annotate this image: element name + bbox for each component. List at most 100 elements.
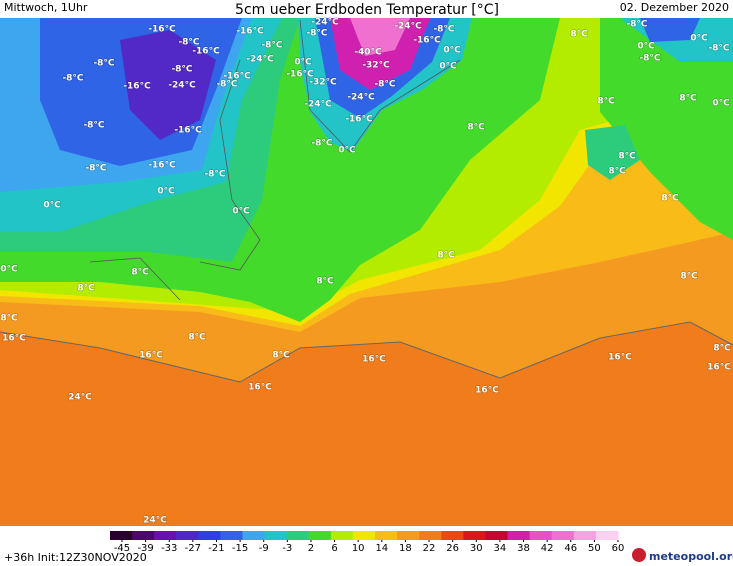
colorbar-swatch xyxy=(529,531,553,540)
map-label: 16°C xyxy=(2,334,26,344)
colorbar-tick-label: 6 xyxy=(331,543,337,554)
map-label: 16°C xyxy=(608,353,632,363)
map-label: 8°C xyxy=(188,333,206,343)
map-label: -32°C xyxy=(362,61,390,71)
map-label: -8°C xyxy=(306,29,327,39)
colorbar-swatch xyxy=(132,531,155,540)
map-label: 8°C xyxy=(570,30,588,40)
colorbar-swatch xyxy=(485,531,509,540)
map-label: 0°C xyxy=(157,187,175,197)
colorbar-swatch xyxy=(441,531,464,540)
map-label: 0°C xyxy=(0,265,18,275)
map-label: -16°C xyxy=(148,25,176,35)
colorbar-tick-label: -3 xyxy=(282,543,292,554)
map-label: -24°C xyxy=(394,22,422,32)
colorbar-tick-label: -45 xyxy=(114,543,130,554)
map-label: -8°C xyxy=(178,38,199,48)
colorbar-swatch xyxy=(286,531,310,540)
colorbar-swatch xyxy=(397,531,420,540)
map-label: -8°C xyxy=(62,74,83,84)
header-title: 5cm ueber Erdboden Temperatur [°C] xyxy=(235,2,499,18)
map-label: 8°C xyxy=(131,268,149,278)
colorbar-tick-label: -39 xyxy=(137,543,153,554)
colorbar-tick-label: 34 xyxy=(494,543,507,554)
colorbar-swatch xyxy=(110,531,133,540)
colorbar-tick-label: 14 xyxy=(375,543,388,554)
map-label: 8°C xyxy=(272,351,290,361)
map-label: 16°C xyxy=(362,355,386,365)
header-right: 02. Dezember 2020 xyxy=(620,1,729,14)
map-label: -8°C xyxy=(639,54,660,64)
colorbar-swatch xyxy=(220,531,244,540)
map-label: 8°C xyxy=(680,272,698,282)
map-label: 16°C xyxy=(139,351,163,361)
map-label: 8°C xyxy=(679,94,697,104)
colorbar-swatch xyxy=(154,531,177,540)
map-label: 0°C xyxy=(294,58,312,68)
map-label: -8°C xyxy=(626,20,647,30)
colorbar-tick-label: -33 xyxy=(161,543,177,554)
map-label: 8°C xyxy=(608,167,626,177)
map-label: 16°C xyxy=(707,363,731,373)
map-label: 8°C xyxy=(618,152,636,162)
colorbar-tick-label: 46 xyxy=(564,543,577,554)
colorbar-swatch xyxy=(352,531,376,540)
map-label: 0°C xyxy=(232,207,250,217)
colorbar-tick-label: 38 xyxy=(517,543,530,554)
map-label: -16°C xyxy=(345,115,373,125)
map-label: -8°C xyxy=(708,44,729,54)
map-label: 8°C xyxy=(77,284,95,294)
map-label: -16°C xyxy=(192,47,220,57)
map-label: -24°C xyxy=(347,93,375,103)
colorbar-tick-label: 2 xyxy=(308,543,314,554)
colorbar-swatch xyxy=(242,531,266,540)
colorbar-tick-label: 18 xyxy=(399,543,412,554)
map-label: 16°C xyxy=(475,386,499,396)
colorbar-tick-label: 50 xyxy=(588,543,601,554)
map-label: -16°C xyxy=(236,27,264,37)
map-label: -8°C xyxy=(311,139,332,149)
map-label: 24°C xyxy=(68,393,92,403)
colorbar-tick-label: -9 xyxy=(259,543,269,554)
map-labels: -16°C-8°C-16°C-16°C-8°C-24°C-24°C-8°C-24… xyxy=(0,17,732,526)
map-label: -16°C xyxy=(413,36,441,46)
map-label: -8°C xyxy=(216,80,237,90)
map-label: -24°C xyxy=(246,55,274,65)
header-left: Mittwoch, 1Uhr xyxy=(4,1,88,14)
colorbar: -45 -39 -33 -27 -21 -15 -9 -3 2 6 10 14 18 22 26 30 34 38… xyxy=(110,531,624,554)
colorbar-swatch xyxy=(375,531,398,540)
colorbar-tick-label: 26 xyxy=(446,543,459,554)
colorbar-tick-label: -15 xyxy=(232,543,248,554)
colorbar-tick-label: 60 xyxy=(612,543,625,554)
map-label: 24°C xyxy=(143,516,167,526)
colorbar-swatch xyxy=(330,531,354,540)
colorbar-swatch xyxy=(176,531,199,540)
map-label: 8°C xyxy=(661,194,679,204)
colorbar-swatch xyxy=(551,531,575,540)
map-label: -24°C xyxy=(311,18,339,28)
map-label: -32°C xyxy=(309,78,337,88)
colorbar-swatch xyxy=(573,531,597,540)
colorbar-tick-label: 22 xyxy=(423,543,436,554)
map-label: -8°C xyxy=(374,80,395,90)
map-label: -16°C xyxy=(286,70,314,80)
logo-icon xyxy=(632,548,646,562)
colorbar-swatch xyxy=(595,531,619,540)
colorbar-swatch xyxy=(419,531,442,540)
map-label: 8°C xyxy=(467,123,485,133)
colorbar-swatch xyxy=(308,531,332,540)
map-label: -24°C xyxy=(304,100,332,110)
map-label: 0°C xyxy=(439,62,457,72)
map-label: -8°C xyxy=(171,65,192,75)
map-label: 16°C xyxy=(248,383,272,393)
map-label: -16°C xyxy=(223,72,251,82)
colorbar-swatch xyxy=(264,531,288,540)
colorbar-swatch xyxy=(198,531,221,540)
map-label: 8°C xyxy=(437,251,455,261)
colorbar-tick-label: 42 xyxy=(541,543,554,554)
colorbar-swatch xyxy=(463,531,486,540)
map-label: -24°C xyxy=(168,81,196,91)
colorbar-tick-label: -21 xyxy=(208,543,224,554)
map-label: 0°C xyxy=(690,34,708,44)
